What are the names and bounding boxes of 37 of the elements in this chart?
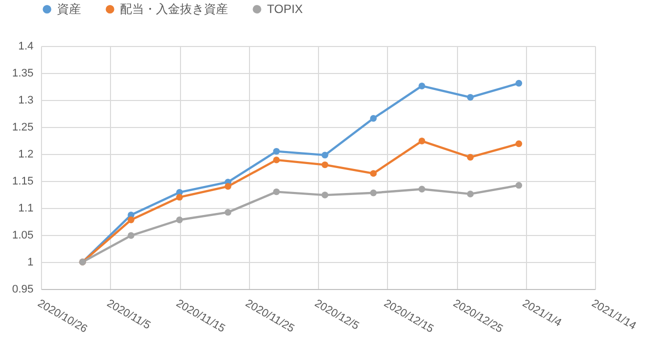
point	[466, 154, 474, 161]
point	[466, 94, 474, 101]
point	[322, 152, 328, 158]
point	[515, 80, 522, 87]
y-tick-label: 1.35	[12, 68, 34, 80]
point	[128, 216, 134, 224]
point	[273, 148, 280, 155]
y-tick-label: 0.95	[12, 284, 34, 296]
y-tick-label: 1.4	[18, 40, 34, 52]
point	[466, 190, 474, 198]
point	[322, 192, 328, 198]
point	[176, 216, 183, 224]
point	[418, 186, 426, 192]
y-tick-label: 1.15	[12, 176, 34, 188]
point	[224, 183, 232, 190]
point	[418, 138, 426, 144]
point	[370, 115, 377, 122]
y-tick-label: 1.3	[18, 94, 34, 106]
y-tick-label: 1.2	[18, 148, 34, 160]
point	[370, 170, 377, 177]
point	[273, 188, 280, 196]
point	[515, 182, 522, 189]
y-tick-label: 1.1	[18, 202, 34, 214]
point	[370, 190, 377, 196]
point	[322, 161, 328, 168]
y-tick-label: 1.25	[12, 122, 34, 134]
point	[418, 82, 426, 90]
y-tick-label: 1.05	[12, 230, 34, 242]
point	[224, 208, 232, 216]
point	[128, 232, 134, 239]
legend-label: TOPIX	[267, 2, 303, 16]
y-tick-label: 1	[27, 256, 34, 268]
point	[273, 156, 280, 164]
legend-label: 配当・入金抜き資産	[120, 2, 228, 16]
point	[176, 194, 183, 201]
legend-label: 資産	[57, 2, 81, 16]
point	[515, 140, 522, 148]
